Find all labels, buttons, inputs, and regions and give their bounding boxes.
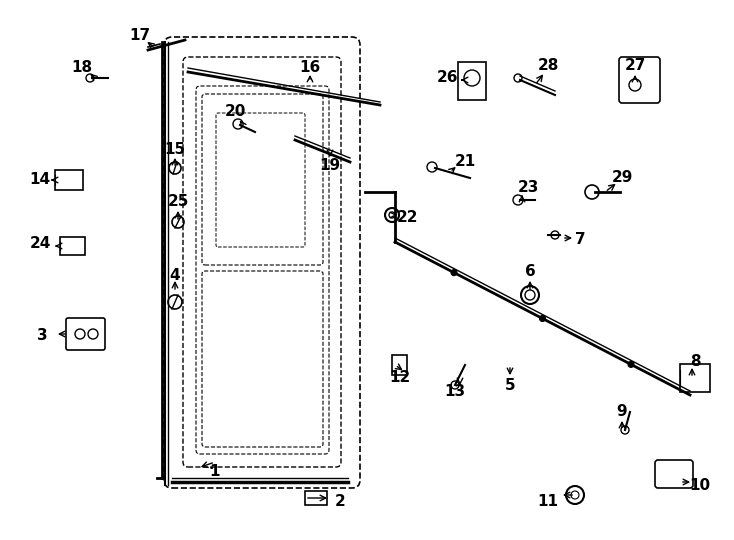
Text: 10: 10 xyxy=(689,477,711,492)
Bar xyxy=(55,170,83,190)
Text: 14: 14 xyxy=(29,172,51,187)
Text: 21: 21 xyxy=(454,154,476,170)
Circle shape xyxy=(628,361,634,367)
Text: 20: 20 xyxy=(225,105,246,119)
Text: 16: 16 xyxy=(299,60,321,76)
Bar xyxy=(680,364,710,392)
Text: 23: 23 xyxy=(517,180,539,195)
Bar xyxy=(60,237,85,255)
Text: 11: 11 xyxy=(537,495,559,510)
Text: 1: 1 xyxy=(210,464,220,480)
Text: 24: 24 xyxy=(29,237,51,252)
Text: 22: 22 xyxy=(397,211,419,226)
Text: 26: 26 xyxy=(437,71,459,85)
Text: 27: 27 xyxy=(625,57,646,72)
Text: 19: 19 xyxy=(319,158,341,172)
Text: 5: 5 xyxy=(505,377,515,393)
Text: 8: 8 xyxy=(690,354,700,369)
Text: 7: 7 xyxy=(575,233,585,247)
Text: 28: 28 xyxy=(537,57,559,72)
Text: 9: 9 xyxy=(617,404,628,420)
Text: 29: 29 xyxy=(611,171,633,186)
Text: 6: 6 xyxy=(525,265,535,280)
Text: 3: 3 xyxy=(37,327,47,342)
Text: 18: 18 xyxy=(71,60,92,76)
Bar xyxy=(458,62,486,100)
Circle shape xyxy=(539,315,545,321)
Circle shape xyxy=(451,269,457,275)
Text: 15: 15 xyxy=(164,143,186,158)
Text: 13: 13 xyxy=(445,384,465,400)
Text: 25: 25 xyxy=(167,194,189,210)
Bar xyxy=(305,491,327,505)
Bar xyxy=(392,355,407,375)
Text: 12: 12 xyxy=(389,370,410,386)
Text: 17: 17 xyxy=(129,28,150,43)
Text: 4: 4 xyxy=(170,267,181,282)
Text: 2: 2 xyxy=(335,495,346,510)
